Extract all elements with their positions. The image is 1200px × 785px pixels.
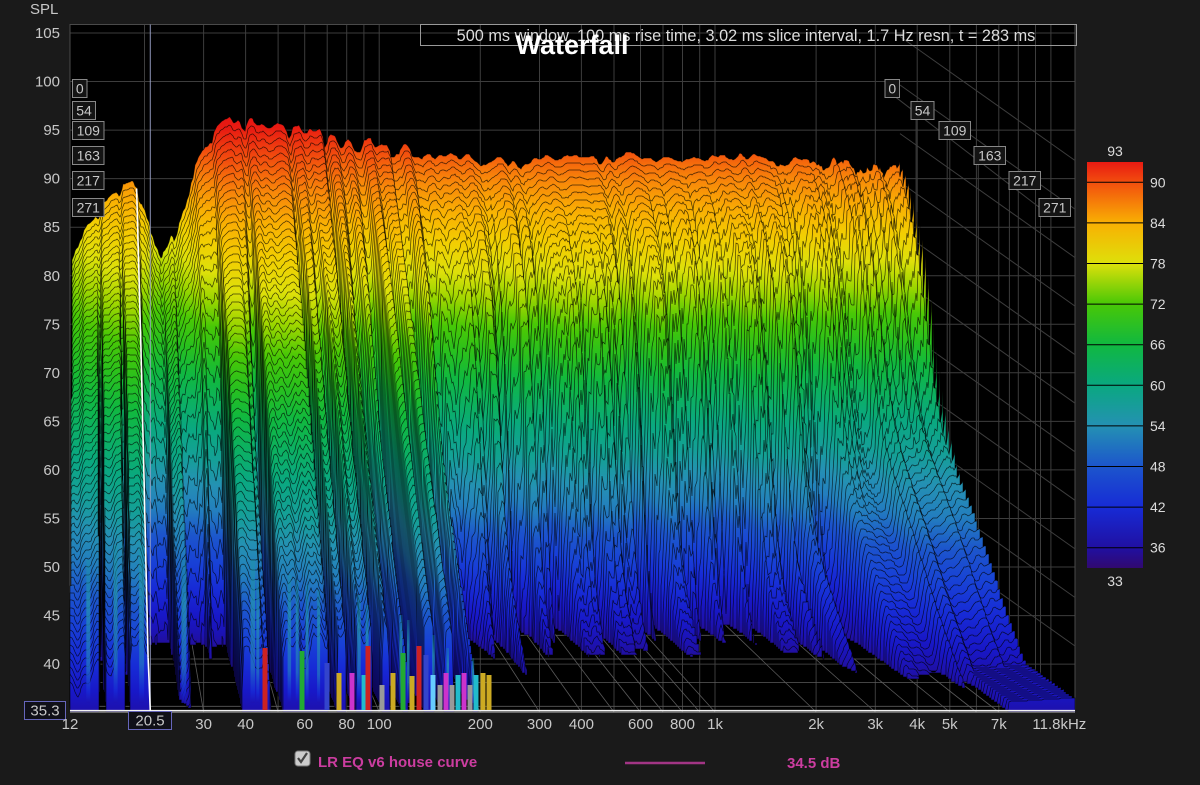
svg-text:600: 600 (628, 716, 653, 733)
svg-text:SPL: SPL (30, 1, 58, 18)
svg-text:60: 60 (43, 462, 60, 479)
svg-text:65: 65 (43, 413, 60, 430)
svg-text:55: 55 (43, 511, 60, 528)
svg-text:7k: 7k (991, 716, 1007, 733)
svg-text:3k: 3k (867, 716, 883, 733)
svg-text:36: 36 (1150, 540, 1166, 556)
svg-text:Waterfall: Waterfall (515, 30, 628, 60)
svg-text:50: 50 (43, 559, 60, 576)
svg-text:72: 72 (1150, 296, 1166, 312)
svg-text:163: 163 (77, 148, 101, 164)
svg-text:60: 60 (296, 716, 313, 733)
svg-text:163: 163 (978, 148, 1002, 164)
svg-text:271: 271 (77, 200, 101, 216)
svg-text:5k: 5k (942, 716, 958, 733)
svg-text:90: 90 (43, 171, 60, 188)
svg-text:109: 109 (77, 123, 101, 139)
svg-text:271: 271 (1043, 200, 1067, 216)
svg-text:40: 40 (43, 656, 60, 673)
svg-text:80: 80 (338, 716, 355, 733)
svg-text:70: 70 (43, 365, 60, 382)
svg-text:54: 54 (76, 103, 92, 119)
svg-text:200: 200 (468, 716, 493, 733)
svg-text:20.5: 20.5 (135, 713, 164, 730)
svg-text:100: 100 (367, 716, 392, 733)
svg-text:4k: 4k (909, 716, 925, 733)
svg-text:217: 217 (77, 173, 101, 189)
svg-text:54: 54 (1150, 418, 1166, 434)
svg-text:80: 80 (43, 268, 60, 285)
svg-text:30: 30 (195, 716, 212, 733)
svg-text:2k: 2k (808, 716, 824, 733)
svg-text:78: 78 (1150, 256, 1166, 272)
svg-text:90: 90 (1150, 174, 1166, 190)
svg-text:42: 42 (1150, 499, 1166, 515)
svg-text:800: 800 (670, 716, 695, 733)
svg-text:35.3: 35.3 (30, 703, 59, 720)
svg-text:109: 109 (943, 123, 967, 139)
svg-text:11.8kHz: 11.8kHz (1032, 716, 1086, 733)
svg-text:45: 45 (43, 608, 60, 625)
svg-text:85: 85 (43, 219, 60, 236)
svg-text:54: 54 (915, 103, 931, 119)
svg-text:0: 0 (76, 81, 84, 97)
svg-text:95: 95 (43, 122, 60, 139)
svg-text:400: 400 (569, 716, 594, 733)
svg-text:34.5 dB: 34.5 dB (787, 755, 841, 772)
svg-text:12: 12 (62, 716, 79, 733)
svg-text:0: 0 (888, 81, 896, 97)
svg-text:75: 75 (43, 316, 60, 333)
svg-text:60: 60 (1150, 377, 1166, 393)
svg-text:40: 40 (237, 716, 254, 733)
svg-text:66: 66 (1150, 337, 1166, 353)
svg-text:LR EQ v6 house curve: LR EQ v6 house curve (318, 754, 477, 771)
svg-text:217: 217 (1013, 173, 1037, 189)
svg-text:500 ms window, 100 ms rise tim: 500 ms window, 100 ms rise time, 3.02 ms… (457, 27, 1036, 45)
svg-text:1k: 1k (707, 716, 723, 733)
svg-text:105: 105 (35, 25, 60, 42)
svg-text:100: 100 (35, 74, 60, 91)
svg-text:33: 33 (1107, 573, 1123, 589)
svg-text:300: 300 (527, 716, 552, 733)
svg-text:48: 48 (1150, 459, 1166, 475)
svg-text:93: 93 (1107, 143, 1123, 159)
svg-text:84: 84 (1150, 215, 1166, 231)
